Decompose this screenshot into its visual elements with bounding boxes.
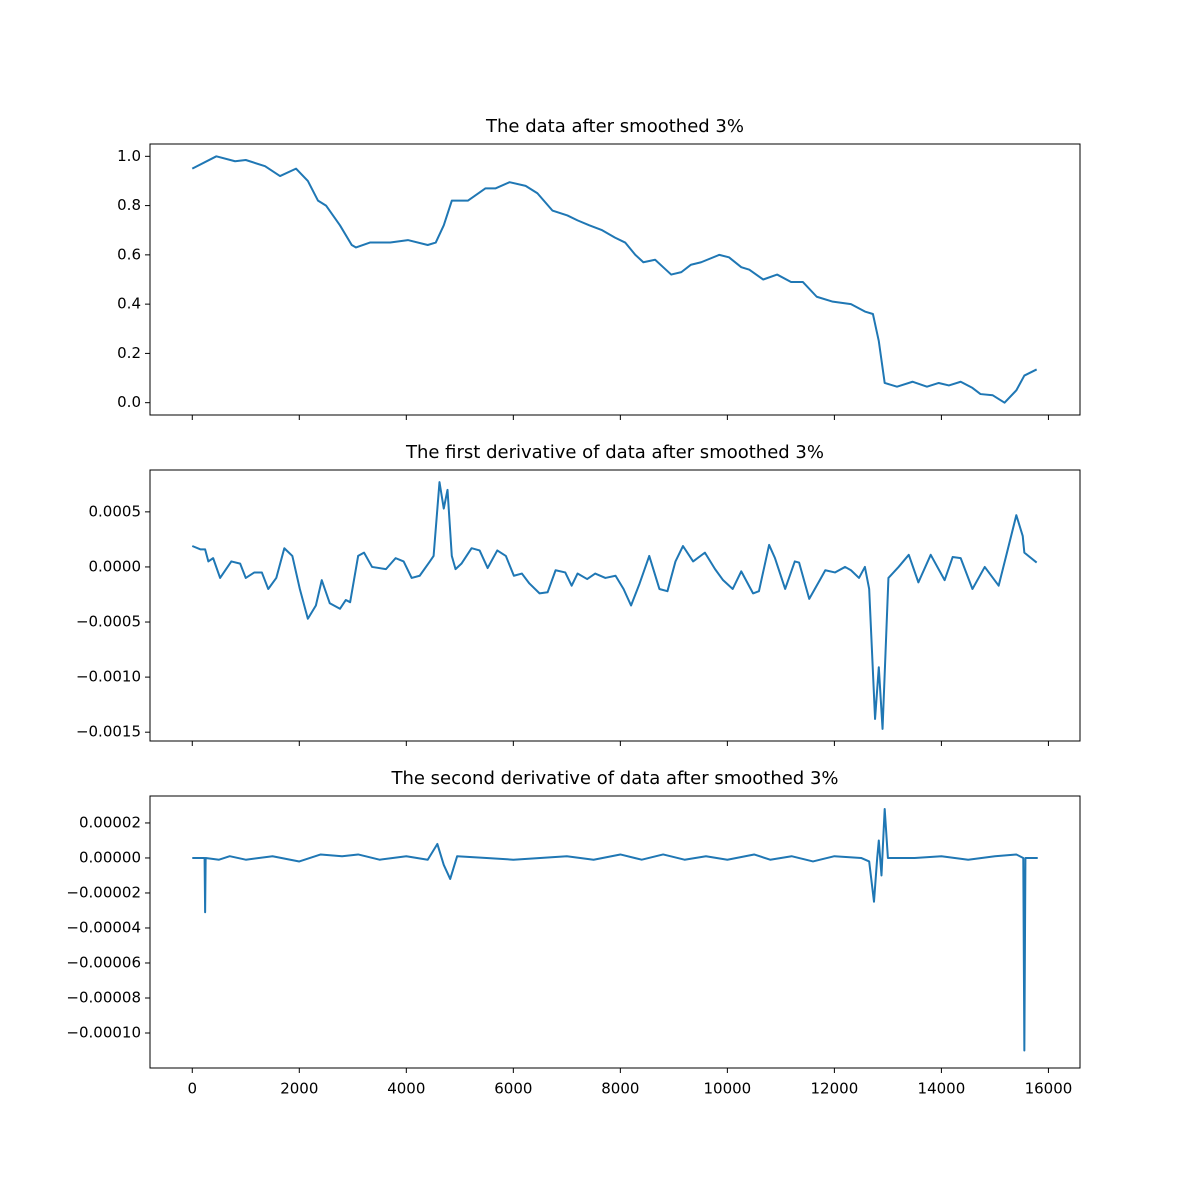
x-tick-label: 4000 [387,1080,425,1098]
y-tick-label: 0.8 [117,196,141,214]
y-tick-label: −0.00006 [66,953,141,971]
y-tick-label: 0.0005 [89,502,142,520]
axes-frame [149,143,1081,416]
y-tick-label: 1.0 [117,147,141,165]
x-tick-label: 0 [187,1080,197,1098]
x-tick-label: 8000 [601,1080,639,1098]
y-tick-label: 0.0 [117,393,141,411]
x-tick-label: 14000 [918,1080,966,1098]
x-tick-label: 12000 [811,1080,859,1098]
chart-title: The second derivative of data after smoo… [390,768,838,789]
y-tick-label: 0.2 [117,344,141,362]
x-tick-label: 6000 [494,1080,532,1098]
y-tick-label: 0.00000 [79,848,141,866]
y-tick-label: −0.00010 [66,1023,141,1041]
axes-frame [149,795,1081,1069]
y-tick-label: 0.0000 [89,557,142,575]
x-tick-label: 10000 [704,1080,752,1098]
data-line [191,481,1038,730]
x-tick-label: 16000 [1025,1080,1073,1098]
y-tick-label: −0.0015 [76,723,141,741]
y-tick-label: −0.00008 [66,988,141,1006]
y-tick-label: 0.6 [117,245,141,263]
y-tick-label: −0.00002 [66,883,141,901]
data-line [191,155,1038,404]
y-tick-label: −0.0005 [76,613,141,631]
chart-title: The data after smoothed 3% [485,116,744,137]
data-line [192,807,1038,1052]
y-tick-label: −0.00004 [66,918,141,936]
y-tick-label: −0.0010 [76,668,141,686]
chart-title: The first derivative of data after smoot… [405,442,824,463]
y-tick-label: 0.00002 [79,813,141,831]
y-tick-label: 0.4 [117,295,141,313]
x-tick-label: 2000 [280,1080,318,1098]
axes-frame [149,469,1081,742]
